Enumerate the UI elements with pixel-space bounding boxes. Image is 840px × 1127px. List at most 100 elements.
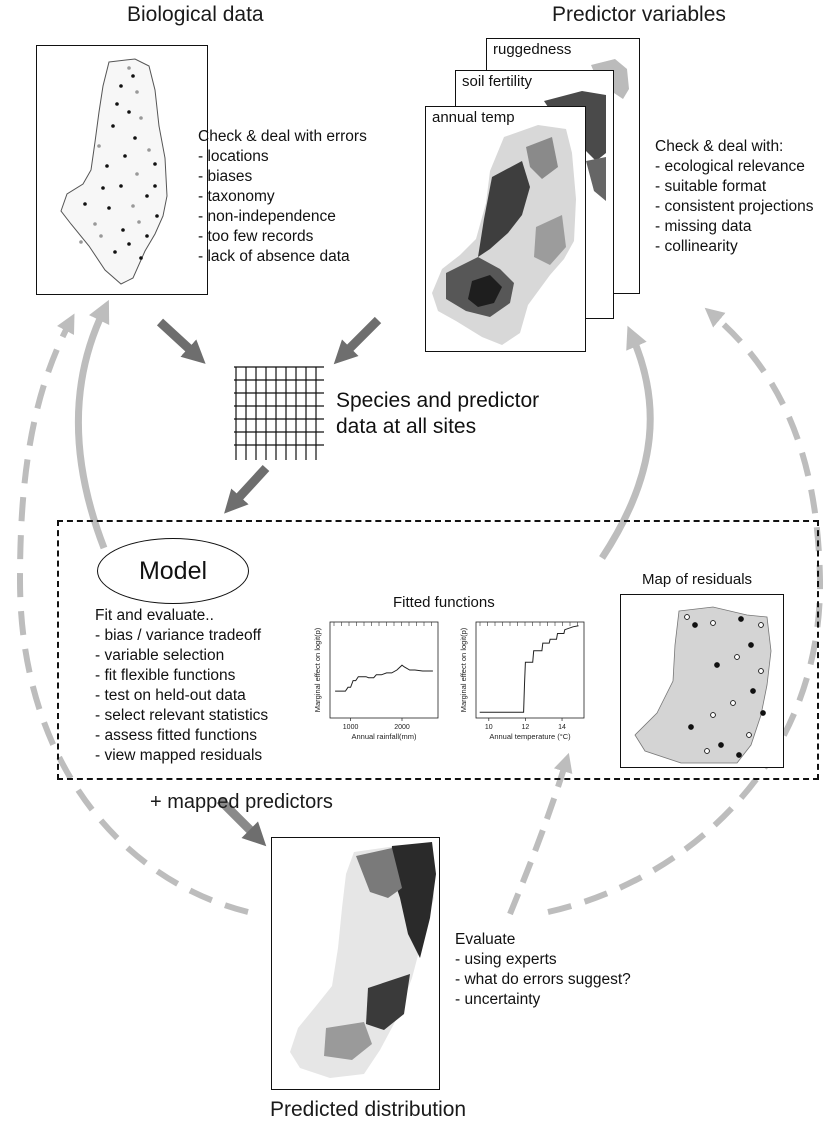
model-node: Model — [97, 538, 249, 604]
species-predictor-heading: Species and predictor data at all sites — [336, 388, 539, 440]
annual-temperature-map-image — [432, 125, 576, 345]
occurrence-point — [147, 148, 151, 152]
model-step: - variable selection — [95, 647, 225, 664]
evaluate-item: - uncertainty — [455, 991, 541, 1008]
occurrence-point — [97, 144, 101, 148]
check-item: - taxonomy — [198, 188, 275, 205]
occurrence-point — [113, 250, 117, 254]
x-tick-label: 14 — [558, 724, 566, 731]
residual-point — [710, 620, 716, 626]
data-grid-icon — [234, 366, 324, 460]
layer-label: ruggedness — [493, 41, 572, 58]
check-item: - biases — [198, 168, 253, 185]
occurrence-points — [79, 66, 159, 260]
model-step: - bias / variance tradeoff — [95, 627, 261, 644]
evaluate-item: - using experts — [455, 951, 557, 968]
occurrence-point — [135, 90, 139, 94]
check-item: - locations — [198, 148, 269, 165]
occurrence-map-image — [60, 58, 168, 285]
residual-point — [710, 712, 716, 718]
residual-point — [714, 662, 720, 668]
layer-label: soil fertility — [462, 73, 533, 90]
occurrence-point — [153, 162, 157, 166]
occurrence-point — [127, 242, 131, 246]
model-steps-title: Fit and evaluate.. — [95, 607, 214, 624]
occurrence-point — [135, 172, 139, 176]
feedback-arrow — [75, 299, 110, 550]
occurrence-point — [145, 234, 149, 238]
occurrence-point — [119, 184, 123, 188]
input-arrow — [156, 318, 206, 364]
x-axis-label: Annual rainfall(mm) — [351, 732, 417, 741]
heading-line: data at all sites — [336, 415, 477, 438]
model-section — [57, 520, 819, 780]
occurrence-point — [127, 66, 131, 70]
occurrence-point — [121, 228, 125, 232]
plot-frame — [329, 621, 439, 719]
occurrence-point — [153, 184, 157, 188]
fitted-line — [335, 664, 433, 692]
biological-checks-title: Check & deal with errors — [198, 128, 367, 145]
feedback-arrow-dashed — [16, 313, 249, 915]
evaluate-notes: Evaluate - using experts - what do error… — [455, 930, 631, 1010]
biological-data-map — [36, 45, 208, 295]
residual-point — [758, 668, 764, 674]
layer-label: annual temp — [432, 109, 515, 126]
residual-map-image — [634, 606, 772, 764]
check-item: - suitable format — [655, 178, 767, 195]
input-arrow — [333, 316, 382, 365]
fitted-functions-title: Fitted functions — [393, 594, 495, 611]
check-item: - missing data — [655, 218, 752, 235]
occurrence-point — [115, 102, 119, 106]
occurrence-point — [155, 214, 159, 218]
residual-point — [746, 732, 752, 738]
predictor-checks: Check & deal with: - ecological relevanc… — [655, 137, 814, 257]
evaluate-arrow — [507, 752, 573, 916]
predicted-distribution-map — [271, 837, 440, 1090]
occurrence-point — [131, 204, 135, 208]
occurrence-point — [127, 110, 131, 114]
residual-point — [736, 752, 742, 758]
predictor-checks-title: Check & deal with: — [655, 138, 784, 155]
model-step: - assess fitted functions — [95, 727, 257, 744]
x-tick-label: 10 — [485, 724, 493, 731]
occurrence-point — [93, 222, 97, 226]
model-step: - select relevant statistics — [95, 707, 269, 724]
input-arrow — [224, 464, 270, 514]
occurrence-point — [145, 194, 149, 198]
predictor-variables-heading: Predictor variables — [552, 3, 726, 26]
model-step: - test on held-out data — [95, 687, 246, 704]
feedback-arrow — [599, 325, 654, 560]
model-step: - view mapped residuals — [95, 747, 263, 764]
residual-point — [760, 710, 766, 716]
evaluate-title: Evaluate — [455, 931, 516, 948]
evaluate-item: - what do errors suggest? — [455, 971, 631, 988]
occurrence-point — [123, 154, 127, 158]
x-axis-label: Annual temperature (°C) — [489, 732, 571, 741]
model-steps: Fit and evaluate.. - bias / variance tra… — [95, 606, 268, 766]
occurrence-point — [83, 202, 87, 206]
fitted-line — [479, 625, 579, 713]
residual-point — [730, 700, 736, 706]
residual-point — [704, 748, 710, 754]
occurrence-point — [99, 234, 103, 238]
residual-map — [620, 594, 784, 768]
occurrence-point — [79, 240, 83, 244]
residual-point — [758, 622, 764, 628]
residual-points — [684, 614, 766, 758]
model-label: Model — [138, 556, 208, 585]
model-step: - fit flexible functions — [95, 667, 236, 684]
residual-point — [692, 622, 698, 628]
x-tick-label: 12 — [522, 724, 530, 731]
occurrence-point — [137, 220, 141, 224]
occurrence-point — [101, 186, 105, 190]
residual-point — [688, 724, 694, 730]
heading-line: Species and predictor — [336, 389, 540, 412]
predicted-map-image — [290, 842, 436, 1078]
occurrence-point — [131, 74, 135, 78]
input-arrow — [216, 796, 267, 847]
residual-point — [748, 642, 754, 648]
biological-data-heading: Biological data — [127, 3, 264, 26]
x-tick-label: 1000 — [343, 724, 359, 731]
